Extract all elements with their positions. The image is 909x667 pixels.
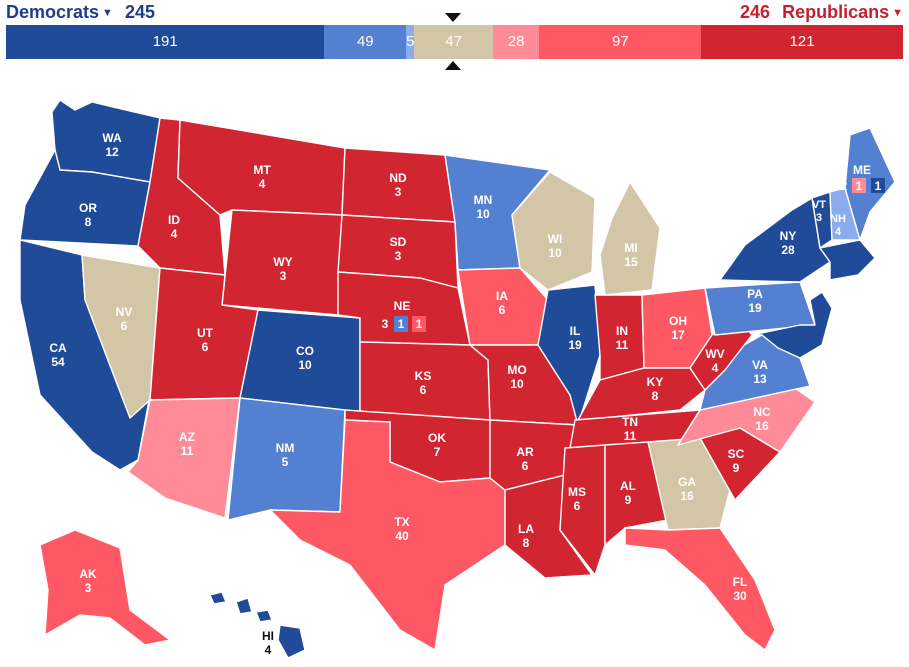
label-NH: NH 4 [830,213,846,238]
label-MS: MS 6 [568,485,586,513]
republicans-header: 246 Republicans ▼ [740,0,903,24]
state-NV[interactable] [81,254,161,419]
label-AL: AL 9 [620,479,636,507]
label-CO: CO 10 [296,344,314,372]
label-NE: NE [394,299,411,313]
label-ID: ID 4 [168,213,180,241]
state-AK[interactable] [39,529,171,646]
label-AZ: AZ 11 [179,430,195,458]
270-marker-bottom-icon [445,61,461,70]
label-OH: OH 17 [669,314,687,342]
caret-down-icon: ▼ [892,7,903,19]
electoral-vote-bar: 191 49 5 47 28 97 121 [6,25,903,59]
label-CA: CA 54 [49,341,67,369]
label-UT: UT 6 [197,326,214,354]
state-WI[interactable] [511,171,596,291]
state-TX[interactable] [269,419,506,651]
label-NC: NC 16 [753,405,771,433]
label-ME-ev: 2 [841,179,848,193]
republicans-dropdown[interactable]: Republicans ▼ [782,2,903,22]
state-FL[interactable] [624,527,776,651]
me-district-2-box[interactable] [852,178,866,193]
label-FL: FL 30 [733,575,748,603]
label-WA: WA 12 [102,131,122,159]
label-GA: GA 16 [678,475,696,503]
label-VT: VT 3 [812,199,826,224]
label-NV: NV 6 [116,305,133,333]
label-IN: IN 11 [616,324,629,352]
state-AL[interactable] [604,441,669,546]
label-ND: ND 3 [389,171,407,199]
label-NE-ev: 3 [382,317,389,331]
label-IA: IA 6 [496,289,508,317]
caret-down-icon: ▼ [102,7,113,19]
label-MN: MN 10 [474,193,493,221]
label-AR: AR 6 [516,445,534,473]
ne-district-1-ev: 1 [398,317,405,331]
label-ME: ME [853,163,871,177]
label-OK: OK 7 [428,431,446,459]
state-DE-MD-NJ[interactable] [751,291,833,359]
democrats-header: Democrats ▼ 245 [6,0,155,24]
bar-segment-likely-rep[interactable]: 97 [539,25,702,59]
label-WY: WY 3 [273,255,292,283]
bar-segment-safe-dem[interactable]: 191 [6,25,325,59]
ne-district-2-ev: 1 [416,317,423,331]
label-NM: NM 5 [276,441,295,469]
label-SC: SC 9 [728,447,745,475]
270-marker-top-icon [445,13,461,22]
label-HI: HI 4 [262,629,274,657]
state-CT-RI-MA[interactable] [819,239,876,281]
label-SD: SD 3 [390,235,407,263]
republicans-label: Republicans [782,2,890,22]
democrats-label: Democrats [6,2,100,22]
label-VA: VA 13 [752,358,768,386]
label-TX: TX 40 [394,515,409,543]
label-WI: WI 10 [548,232,563,260]
label-KY: KY 8 [647,375,664,403]
label-MT: MT 4 [253,163,271,191]
state-MS[interactable] [559,444,606,576]
label-OR: OR 8 [79,201,97,229]
state-MI[interactable] [599,181,661,296]
label-NY: NY 28 [780,229,797,257]
democrats-dropdown[interactable]: Democrats ▼ [6,2,113,22]
bar-segment-safe-rep[interactable]: 121 [701,25,903,59]
label-AK: AK 3 [79,567,97,595]
bar-segment-tossup[interactable]: 47 [414,25,493,59]
label-TN: TN 11 [622,415,638,443]
me-district-2-ev: 1 [856,179,863,193]
label-LA: LA 8 [518,522,534,550]
bar-segment-lean-rep[interactable]: 28 [492,25,540,59]
label-MI: MI 15 [624,241,638,269]
me-district-1-ev: 1 [875,179,882,193]
bar-segment-lean-dem[interactable]: 5 [406,25,415,59]
label-WV: WV 4 [705,347,724,375]
state-ME[interactable] [844,127,896,241]
republicans-total: 246 [740,2,771,22]
label-IL: IL 19 [568,324,582,352]
label-PA: PA 19 [747,287,763,315]
label-KS: KS 6 [415,369,432,397]
state-HI[interactable] [209,591,306,659]
ne-district-2-box[interactable] [412,316,426,332]
me-district-1-box[interactable] [871,178,885,193]
label-MO: MO 10 [507,363,526,391]
bar-segment-likely-dem[interactable]: 49 [324,25,407,59]
democrats-total: 245 [124,2,155,22]
ne-district-1-box[interactable] [394,316,408,332]
